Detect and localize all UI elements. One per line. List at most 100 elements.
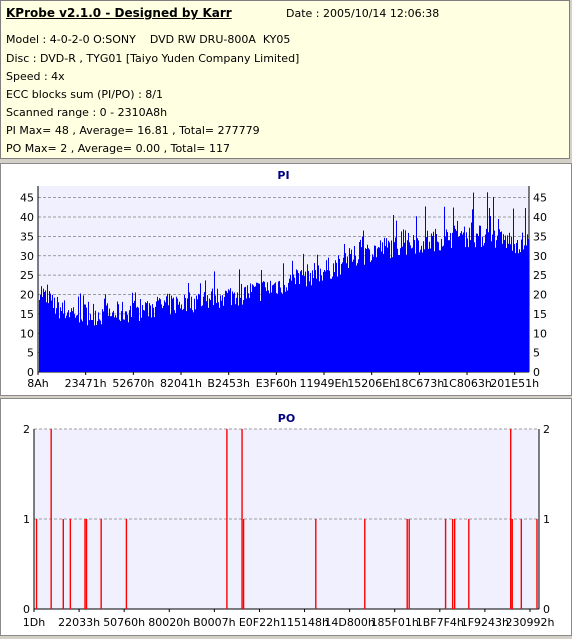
pi-bar bbox=[358, 259, 359, 372]
pi-bar bbox=[67, 312, 68, 372]
y-tick-label-right: 10 bbox=[533, 327, 547, 340]
y-tick-label-right: 1 bbox=[543, 513, 550, 526]
pi-bar bbox=[58, 302, 59, 372]
pi-bar bbox=[391, 240, 392, 372]
pi-bar bbox=[60, 307, 61, 372]
pi-bar bbox=[226, 291, 227, 372]
pi-bar bbox=[301, 270, 302, 372]
pi-bar bbox=[133, 302, 134, 372]
y-tick-label-right: 15 bbox=[533, 308, 547, 321]
pi-bar bbox=[98, 312, 99, 372]
pi-bar bbox=[429, 241, 430, 372]
pi-bar bbox=[285, 291, 286, 372]
pi-bar bbox=[409, 242, 410, 372]
pi-bar bbox=[55, 314, 56, 372]
pi-bar bbox=[127, 314, 128, 372]
pi-bar bbox=[362, 236, 363, 372]
pi-bar bbox=[318, 265, 319, 372]
pi-bar bbox=[418, 240, 419, 372]
pi-bar bbox=[257, 282, 258, 372]
pi-bar bbox=[121, 311, 122, 372]
pi-bar bbox=[254, 286, 255, 372]
pi-bar bbox=[341, 263, 342, 372]
pi-bar bbox=[506, 248, 507, 372]
speed-line: Speed : 4x bbox=[6, 70, 65, 83]
pi-bar bbox=[432, 235, 433, 372]
pi-bar bbox=[351, 249, 352, 372]
pi-bar bbox=[308, 270, 309, 372]
x-tick-label: 185F01h bbox=[371, 616, 419, 629]
pi-bar bbox=[326, 260, 327, 372]
pi-bar bbox=[327, 270, 328, 372]
pi-bar bbox=[366, 249, 367, 372]
pi-bar bbox=[421, 245, 422, 372]
pi-bar bbox=[146, 303, 147, 372]
pi-bar bbox=[45, 290, 46, 372]
pi-bar bbox=[424, 249, 425, 372]
pi-bar bbox=[347, 256, 348, 372]
pi-bar bbox=[519, 249, 520, 372]
pi-bar bbox=[443, 245, 444, 372]
pi-bar bbox=[457, 220, 458, 372]
pi-bar bbox=[48, 303, 49, 372]
pi-bar bbox=[50, 293, 51, 372]
pi-bar bbox=[496, 240, 497, 372]
pi-bar bbox=[428, 248, 429, 372]
pi-bar bbox=[210, 300, 211, 372]
pi-bar bbox=[151, 317, 152, 372]
pi-bar bbox=[69, 317, 70, 372]
pi-bar bbox=[459, 236, 460, 372]
pi-bar bbox=[332, 276, 333, 372]
pi-bar bbox=[439, 250, 440, 372]
pi-bar bbox=[125, 311, 126, 372]
y-tick-label-left: 1 bbox=[23, 513, 30, 526]
pi-bar bbox=[80, 293, 81, 372]
pi-bar bbox=[220, 295, 221, 372]
x-tick-label: 18C673h bbox=[395, 377, 445, 390]
pi-bar bbox=[444, 206, 445, 372]
x-tick-label: 15206Eh bbox=[347, 377, 396, 390]
pi-bar bbox=[300, 271, 301, 372]
pi-bar bbox=[335, 260, 336, 372]
pi-bar bbox=[469, 227, 470, 372]
y-tick-label-left: 20 bbox=[20, 289, 34, 302]
pi-bar bbox=[188, 283, 189, 372]
pi-bar bbox=[157, 296, 158, 372]
pi-bar bbox=[155, 306, 156, 372]
pi-bar bbox=[302, 275, 303, 372]
pi-bar bbox=[454, 225, 455, 372]
pi-bar bbox=[196, 295, 197, 372]
y-tick-label-left: 2 bbox=[23, 423, 30, 436]
pi-bar bbox=[508, 243, 509, 372]
pi-bar bbox=[232, 291, 233, 372]
pi-bar bbox=[184, 294, 185, 372]
pi-bar bbox=[291, 280, 292, 372]
pi-bar bbox=[479, 225, 480, 372]
pi-bar bbox=[65, 318, 66, 372]
pi-bar bbox=[148, 316, 149, 372]
pi-bar bbox=[456, 230, 457, 372]
pi-bar bbox=[136, 307, 137, 372]
pi-bar bbox=[197, 299, 198, 372]
pi-bar bbox=[483, 245, 484, 372]
pi-bar bbox=[244, 287, 245, 372]
pi-bar bbox=[186, 311, 187, 372]
x-tick-label: 80020h bbox=[148, 616, 190, 629]
pi-bar bbox=[222, 295, 223, 372]
pi-bar bbox=[407, 240, 408, 372]
pi-bar bbox=[486, 228, 487, 372]
pi-bar bbox=[106, 305, 107, 372]
pi-bar bbox=[70, 312, 71, 372]
pi-bar bbox=[472, 209, 473, 372]
pi-bar bbox=[465, 247, 466, 372]
pi-bar bbox=[510, 244, 511, 372]
pi-bar bbox=[140, 299, 141, 372]
chart-title: PI bbox=[277, 169, 289, 182]
x-tick-label: 8Ah bbox=[27, 377, 49, 390]
pi-bar bbox=[490, 216, 491, 372]
pi-bar bbox=[64, 300, 65, 372]
pi-bar bbox=[192, 310, 193, 372]
pi-bar bbox=[328, 257, 329, 372]
pi-bar bbox=[143, 309, 144, 372]
pi-bar bbox=[410, 245, 411, 372]
